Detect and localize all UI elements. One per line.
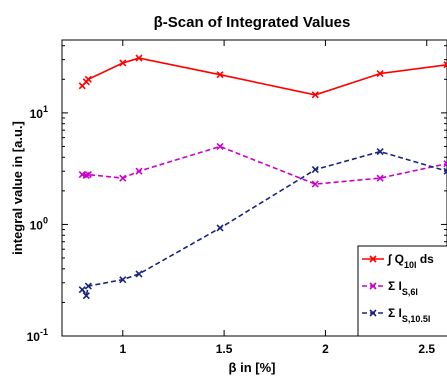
- x-tick-label: 1.5: [216, 342, 233, 356]
- y-tick-base: 10: [30, 218, 44, 232]
- data-point: [443, 167, 447, 175]
- marker-stroke: [84, 75, 92, 83]
- data-point: [135, 167, 143, 175]
- marker-stroke: [119, 174, 127, 182]
- data-point: [84, 75, 92, 83]
- marker-stroke: [311, 166, 319, 174]
- marker-stroke: [443, 160, 447, 165]
- x-ticks: 1 1.5 2 2.5: [119, 40, 435, 356]
- marker-stroke: [443, 63, 447, 69]
- marker-stroke: [311, 180, 319, 188]
- data-point: [82, 292, 90, 300]
- legend-label-main: Σ I: [388, 306, 402, 320]
- legend-label-suffix: ds: [416, 252, 434, 266]
- x-axis-label: β in [%]: [229, 360, 276, 375]
- data-point: [216, 71, 224, 79]
- data-point: [78, 286, 86, 294]
- data-point: [119, 174, 127, 182]
- data-point: [84, 282, 92, 290]
- data-point: [311, 166, 319, 174]
- marker-stroke: [376, 70, 384, 78]
- marker-stroke: [376, 174, 384, 182]
- marker-stroke: [135, 270, 143, 278]
- y-tick-label: 100: [30, 215, 48, 232]
- marker-stroke: [216, 224, 224, 232]
- series-3: [78, 147, 447, 300]
- marker-stroke: [119, 276, 127, 284]
- legend-label-subscript: S,10.5l: [402, 314, 431, 324]
- legend-box: [357, 245, 447, 337]
- legend-label: ∫ Q10l ds: [387, 252, 434, 270]
- marker-stroke: [119, 59, 127, 67]
- data-point: [376, 70, 384, 78]
- x-tick-label: 2.5: [418, 342, 435, 356]
- marker-stroke: [311, 91, 319, 99]
- marker-stroke: [443, 162, 447, 168]
- legend-entry-1: ∫ Q10l ds: [362, 252, 434, 270]
- data-point: [376, 174, 384, 182]
- data-point: [119, 59, 127, 67]
- legend-marker: [369, 282, 377, 290]
- data-point: [311, 91, 319, 99]
- x-tick-label: 1: [119, 342, 126, 356]
- marker-stroke: [78, 286, 86, 294]
- chart-title: β-Scan of Integrated Values: [154, 14, 351, 31]
- y-axis-label: integral value in [a.u.]: [10, 121, 25, 255]
- marker-stroke: [369, 255, 377, 263]
- data-point: [135, 270, 143, 278]
- marker-stroke: [443, 61, 447, 66]
- legend-marker: [369, 255, 377, 263]
- legend-label-main: ∫ Q: [387, 252, 404, 266]
- legend-label: Σ IS,6l: [388, 279, 418, 297]
- data-point: [84, 170, 92, 179]
- marker-stroke: [443, 170, 447, 175]
- legend-label: Σ IS,10.5l: [388, 306, 430, 324]
- data-point: [135, 54, 143, 62]
- series-layer: [78, 54, 447, 300]
- y-tick-exponent: 1: [43, 104, 48, 114]
- data-point: [376, 147, 384, 156]
- y-tick-exponent: 0: [43, 215, 48, 225]
- data-point: [443, 61, 447, 69]
- marker-stroke: [135, 167, 143, 175]
- marker-stroke: [135, 54, 143, 62]
- series-line: [81, 150, 447, 298]
- legend-entry-2: Σ IS,6l: [362, 279, 418, 297]
- x-tick-label: 2: [322, 342, 329, 356]
- marker-stroke: [443, 167, 447, 173]
- y-tick-label: 10-1: [27, 327, 48, 344]
- data-point: [311, 180, 319, 188]
- y-tick-base: 10: [30, 107, 44, 121]
- marker-stroke: [216, 71, 224, 79]
- y-tick-exponent: -1: [40, 327, 48, 337]
- data-point: [216, 142, 224, 151]
- data-point: [443, 160, 447, 168]
- marker-stroke: [369, 282, 377, 290]
- series-1: [78, 54, 447, 99]
- data-point: [119, 276, 127, 284]
- marker-stroke: [369, 309, 377, 317]
- legend-label-subscript: 10l: [404, 260, 417, 270]
- data-point: [216, 224, 224, 232]
- y-tick-label: 101: [30, 104, 48, 121]
- legend-marker: [369, 309, 377, 317]
- marker-stroke: [84, 282, 92, 290]
- marker-stroke: [216, 142, 224, 151]
- legend: ∫ Q10l dsΣ IS,6lΣ IS,10.5l: [357, 245, 447, 337]
- marker-stroke: [82, 292, 90, 300]
- series-2: [78, 142, 447, 188]
- legend-entry-3: Σ IS,10.5l: [362, 306, 430, 324]
- marker-stroke: [376, 147, 384, 156]
- y-tick-base: 10: [27, 330, 41, 344]
- legend-label-main: Σ I: [388, 279, 402, 293]
- marker-stroke: [84, 170, 92, 179]
- legend-label-subscript: S,6l: [402, 287, 418, 297]
